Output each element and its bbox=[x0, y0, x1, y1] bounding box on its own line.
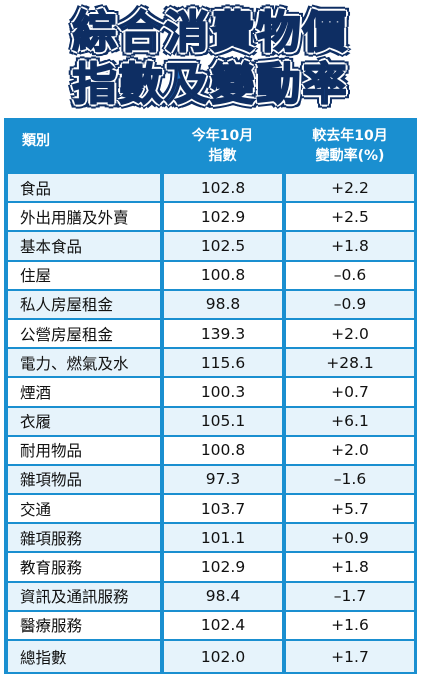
row-change: +1.7 bbox=[286, 641, 414, 672]
row-index: 102.8 bbox=[164, 174, 282, 202]
table-row: 電力、燃氣及水 115.6 +28.1 bbox=[4, 349, 417, 379]
row-change: +1.6 bbox=[286, 611, 414, 639]
table-row: 公營房屋租金 139.3 +2.0 bbox=[4, 319, 417, 350]
title-line-1: 綜合消費物價 bbox=[72, 6, 349, 59]
row-category: 總指數 bbox=[8, 641, 160, 672]
row-change: –1.6 bbox=[286, 465, 414, 494]
table-row: 食品 102.8 +2.2 bbox=[4, 174, 417, 204]
row-category: 煙酒 bbox=[8, 378, 160, 406]
table-row: 醫療服務 102.4 +1.6 bbox=[4, 611, 417, 641]
row-change: +28.1 bbox=[286, 349, 414, 377]
row-category: 食品 bbox=[8, 174, 160, 202]
row-index: 115.6 bbox=[164, 349, 282, 377]
table-row: 外出用膳及外賣 102.9 +2.5 bbox=[4, 203, 417, 233]
row-change: +5.7 bbox=[286, 495, 414, 523]
row-category: 電力、燃氣及水 bbox=[8, 349, 160, 377]
row-index: 100.8 bbox=[164, 436, 282, 464]
row-index: 102.0 bbox=[164, 641, 282, 672]
row-change: +0.7 bbox=[286, 378, 414, 406]
header-index-line1: 今年10月 bbox=[191, 128, 254, 144]
table-row: 私人房屋租金 98.8 –0.9 bbox=[4, 290, 417, 320]
table-row: 交通 103.7 +5.7 bbox=[4, 495, 417, 525]
row-index: 102.9 bbox=[164, 203, 282, 231]
row-index: 98.8 bbox=[164, 290, 282, 318]
header-change-line1: 較去年10月 bbox=[312, 128, 388, 144]
row-index: 101.1 bbox=[164, 524, 282, 552]
table-row: 衣履 105.1 +6.1 bbox=[4, 407, 417, 437]
table-row: 雜項服務 101.1 +0.9 bbox=[4, 524, 417, 554]
row-index: 103.7 bbox=[164, 495, 282, 523]
row-change: –0.6 bbox=[286, 261, 414, 289]
table-row: 煙酒 100.3 +0.7 bbox=[4, 378, 417, 408]
row-category: 教育服務 bbox=[8, 553, 160, 581]
row-index: 102.9 bbox=[164, 553, 282, 581]
row-change: +2.0 bbox=[286, 436, 414, 464]
row-category: 雜項物品 bbox=[8, 465, 160, 494]
row-index: 139.3 bbox=[164, 319, 282, 348]
table-row: 住屋 100.8 –0.6 bbox=[4, 261, 417, 291]
row-change: +6.1 bbox=[286, 407, 414, 435]
row-change: +2.2 bbox=[286, 174, 414, 202]
table-row: 教育服務 102.9 +1.8 bbox=[4, 553, 417, 583]
header-change: 較去年10月 變動率(%) bbox=[283, 118, 417, 174]
row-change: –1.7 bbox=[286, 582, 414, 610]
table-row: 耐用物品 100.8 +2.0 bbox=[4, 436, 417, 466]
row-change: +2.5 bbox=[286, 203, 414, 231]
row-category: 醫療服務 bbox=[8, 611, 160, 639]
row-index: 100.3 bbox=[164, 378, 282, 406]
row-category: 基本食品 bbox=[8, 232, 160, 260]
row-category: 衣履 bbox=[8, 407, 160, 435]
header-index: 今年10月 指數 bbox=[162, 118, 283, 174]
row-category: 公營房屋租金 bbox=[8, 319, 160, 348]
row-index: 102.4 bbox=[164, 611, 282, 639]
header-category: 類別 bbox=[22, 133, 50, 149]
row-change: +1.8 bbox=[286, 553, 414, 581]
row-index: 98.4 bbox=[164, 582, 282, 610]
table-row: 資訊及通訊服務 98.4 –1.7 bbox=[4, 582, 417, 612]
table-row: 基本食品 102.5 +1.8 bbox=[4, 232, 417, 262]
table-row-total: 總指數 102.0 +1.7 bbox=[4, 641, 417, 674]
row-category: 雜項服務 bbox=[8, 524, 160, 552]
table-header: 類別 今年10月 指數 較去年10月 變動率(%) bbox=[4, 118, 417, 174]
title-line-2: 指數及變動率 bbox=[72, 58, 349, 111]
row-index: 102.5 bbox=[164, 232, 282, 260]
row-index: 105.1 bbox=[164, 407, 282, 435]
row-change: +2.0 bbox=[286, 319, 414, 348]
row-index: 100.8 bbox=[164, 261, 282, 289]
row-category: 交通 bbox=[8, 495, 160, 523]
row-change: –0.9 bbox=[286, 290, 414, 318]
row-category: 私人房屋租金 bbox=[8, 290, 160, 318]
header-change-line2: 變動率(%) bbox=[315, 148, 385, 164]
row-category: 住屋 bbox=[8, 261, 160, 289]
cpi-table: 類別 今年10月 指數 較去年10月 變動率(%) 食品 102.8 +2.2 外出用… bbox=[4, 118, 417, 674]
row-category: 外出用膳及外賣 bbox=[8, 203, 160, 231]
header-index-line2: 指數 bbox=[208, 148, 237, 164]
row-index: 97.3 bbox=[164, 465, 282, 494]
title-block: 綜合消費物價 指數及變動率 bbox=[0, 0, 421, 118]
table-row: 雜項物品 97.3 –1.6 bbox=[4, 465, 417, 496]
row-change: +1.8 bbox=[286, 232, 414, 260]
row-category: 資訊及通訊服務 bbox=[8, 582, 160, 610]
table-body: 食品 102.8 +2.2 外出用膳及外賣 102.9 +2.5 基本食品 102.5 +1.8… bbox=[4, 174, 417, 674]
row-category: 耐用物品 bbox=[8, 436, 160, 464]
row-change: +0.9 bbox=[286, 524, 414, 552]
